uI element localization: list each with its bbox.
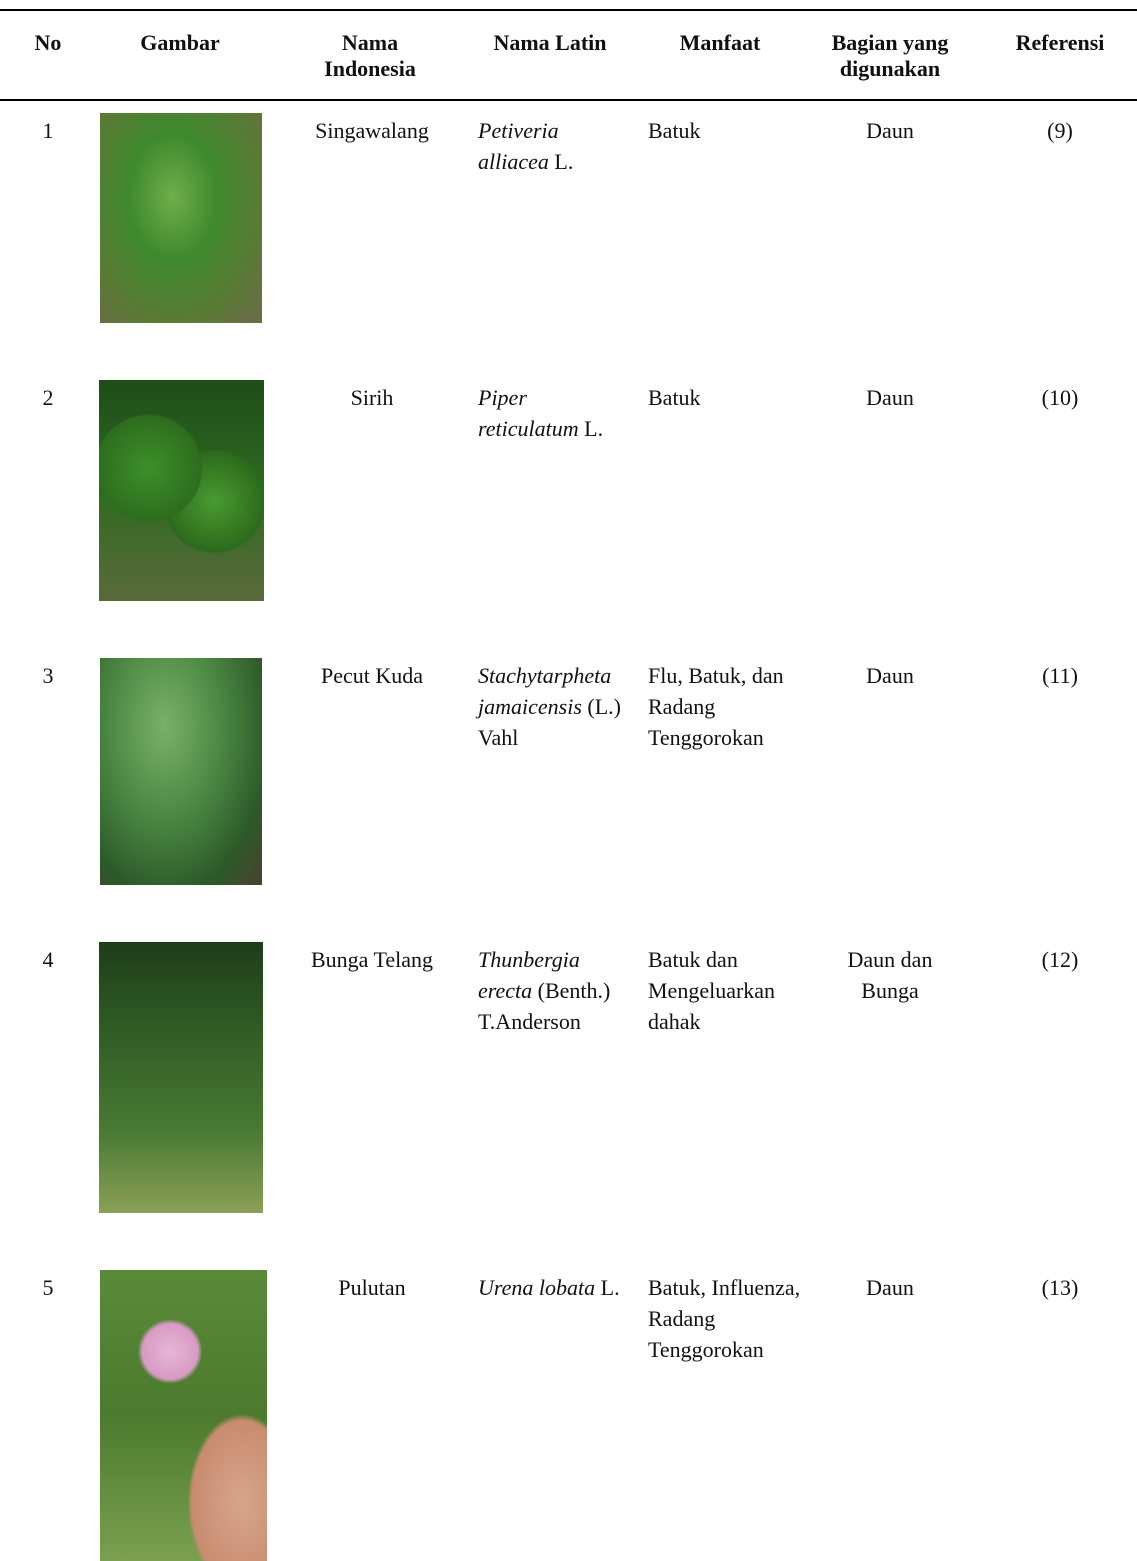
latin-species: Piper reticulatum: [478, 385, 579, 441]
top-rule: [0, 9, 1137, 11]
part-used: Daun: [830, 115, 950, 146]
plant-photo: [99, 942, 263, 1213]
reference: (12): [1010, 944, 1110, 975]
header-cell: Referensi: [995, 30, 1125, 56]
indonesian-name: Sirih: [290, 382, 454, 413]
latin-name: Stachytarpheta jamaicensis (L.) Vahl: [478, 660, 623, 753]
indonesian-name: Singawalang: [290, 115, 454, 146]
latin-author: L.: [601, 1275, 620, 1300]
latin-species: Petiveria alliacea: [478, 118, 559, 174]
indonesian-name: Bunga Telang: [290, 944, 454, 975]
reference: (11): [1010, 660, 1110, 691]
row-number: 2: [20, 382, 76, 413]
benefit: Batuk, Influenza, Radang Tenggorokan: [648, 1272, 808, 1365]
reference: (10): [1010, 382, 1110, 413]
part-used: Daun: [830, 382, 950, 413]
latin-name: Urena lobata L.: [478, 1272, 623, 1303]
benefit: Batuk: [648, 115, 808, 146]
latin-name: Piper reticulatum L.: [478, 382, 623, 444]
page: No Gambar Nama Indonesia Nama Latin Manf…: [0, 0, 1137, 1561]
plant-photo: [100, 113, 262, 323]
header-cell: Manfaat: [640, 30, 800, 56]
benefit: Flu, Batuk, dan Radang Tenggorokan: [648, 660, 808, 753]
header-rule: [0, 99, 1137, 101]
plant-photo: [100, 1270, 267, 1561]
plant-photo: [99, 380, 264, 601]
header-cell: Bagian yang digunakan: [810, 30, 970, 82]
reference: (9): [1010, 115, 1110, 146]
latin-name: Thunbergia erecta (Benth.) T.Anderson: [478, 944, 623, 1037]
part-used: Daun: [830, 1272, 950, 1303]
header-cell: Nama Latin: [470, 30, 630, 56]
header-cell: Nama Indonesia: [310, 30, 430, 82]
part-used: Daun: [830, 660, 950, 691]
benefit: Batuk: [648, 382, 808, 413]
row-number: 4: [20, 944, 76, 975]
plant-photo: [100, 658, 262, 885]
benefit: Batuk dan Mengeluarkan dahak: [648, 944, 808, 1037]
latin-author: L.: [584, 416, 603, 441]
part-used: Daun dan Bunga: [830, 944, 950, 1006]
row-number: 1: [20, 115, 76, 146]
latin-species: Urena lobata: [478, 1275, 595, 1300]
indonesian-name: Pecut Kuda: [290, 660, 454, 691]
row-number: 3: [20, 660, 76, 691]
row-number: 5: [20, 1272, 76, 1303]
indonesian-name: Pulutan: [290, 1272, 454, 1303]
header-cell: No: [20, 30, 76, 56]
latin-author: L.: [554, 149, 573, 174]
header-cell: Gambar: [110, 30, 250, 56]
latin-name: Petiveria alliacea L.: [478, 115, 623, 177]
reference: (13): [1010, 1272, 1110, 1303]
